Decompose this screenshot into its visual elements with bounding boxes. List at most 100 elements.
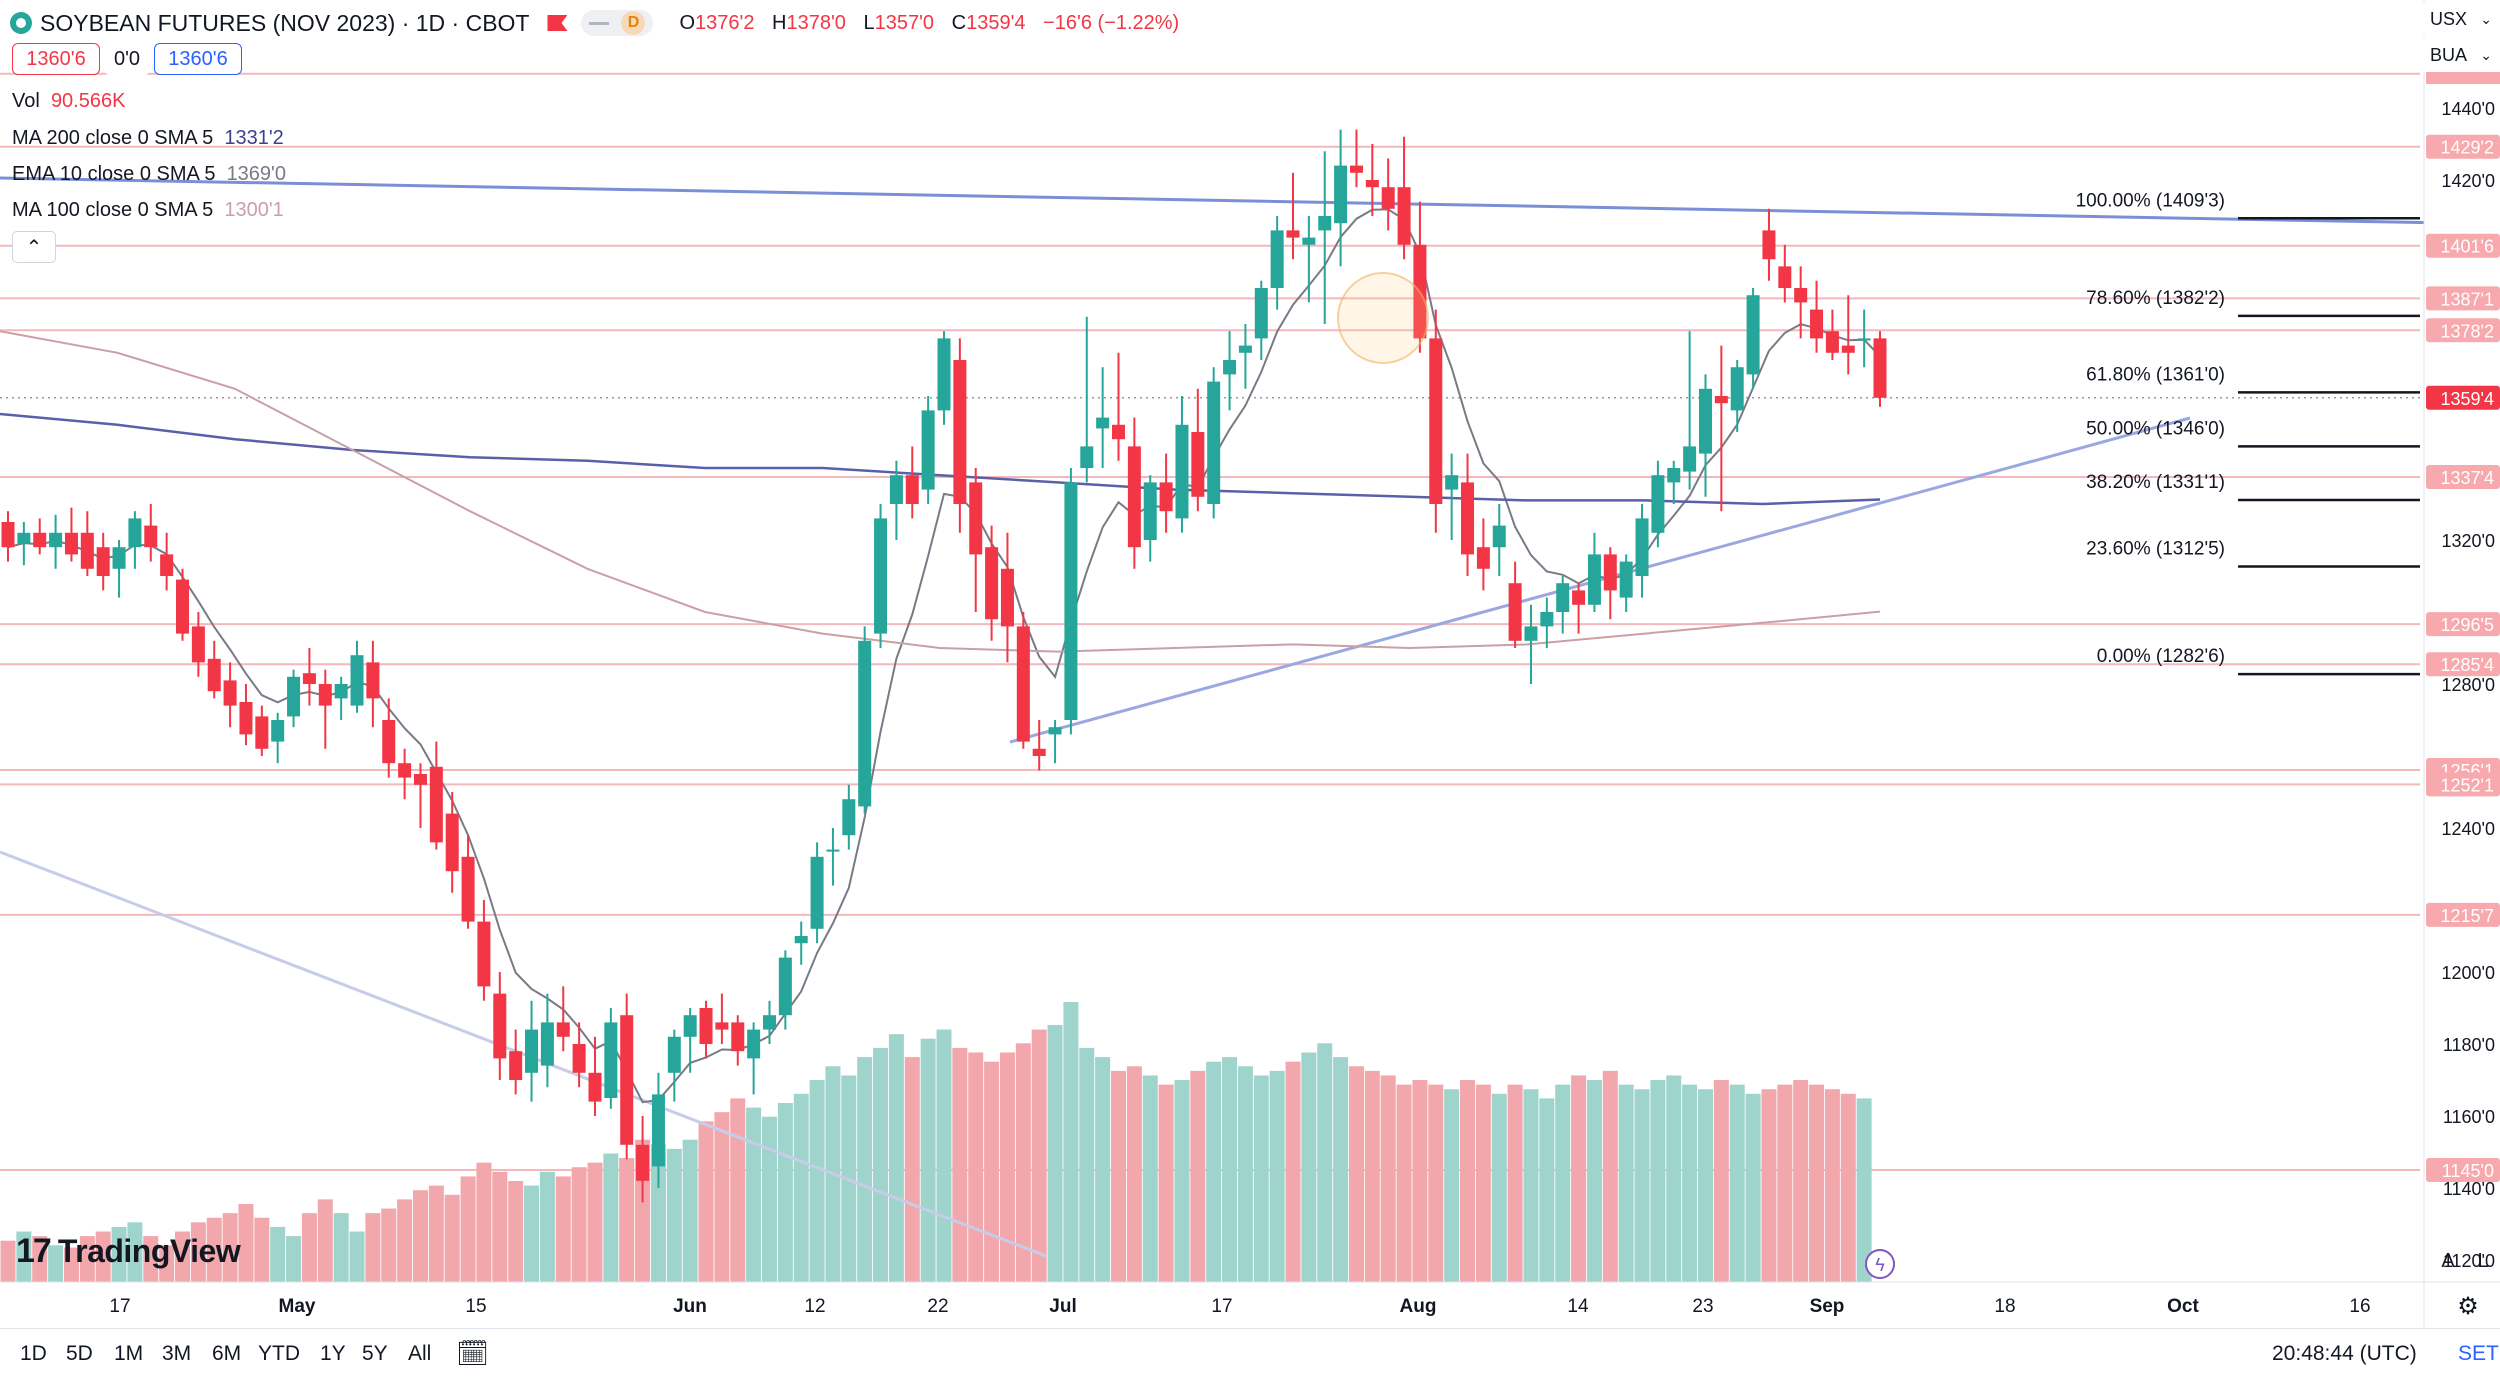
volume-bar (1777, 1084, 1793, 1282)
candle-body (1429, 338, 1443, 504)
indicator-ma200[interactable]: MA 200 close 0 SMA 5 1331'2 (12, 127, 284, 149)
candle-body (1445, 475, 1459, 490)
volume-bar (492, 1171, 508, 1282)
candle-body (80, 532, 94, 569)
symbol-title[interactable]: SOYBEAN FUTURES (NOV 2023) · 1D · CBOT (40, 9, 530, 36)
tradingview-logo[interactable]: 17 TradingView (16, 1232, 241, 1270)
volume-bar (539, 1171, 555, 1282)
volume-bar (143, 1236, 159, 1282)
volume-bar (1396, 1084, 1412, 1282)
volume-bar (920, 1038, 936, 1282)
close-value: 1359'4 (966, 11, 1026, 34)
timeframe-5d[interactable]: 5D (66, 1342, 93, 1365)
y-axis-tick: 1160'0 (2443, 1107, 2495, 1127)
candle-body (1270, 230, 1284, 288)
candle-body (271, 720, 285, 742)
volume-bar (79, 1236, 95, 1282)
timeframe-1y[interactable]: 1Y (320, 1342, 346, 1365)
candle-body (17, 532, 31, 544)
auto-scale-button[interactable]: A (2441, 1249, 2455, 1272)
volume-bar (317, 1199, 333, 1282)
candle-body (762, 1015, 776, 1030)
timeframe-1m[interactable]: 1M (114, 1342, 144, 1365)
candle-body (239, 702, 253, 735)
volume-bar (1840, 1093, 1856, 1282)
volume-bar (1174, 1080, 1190, 1282)
price-label-box (2426, 233, 2500, 258)
flag-icon[interactable] (547, 15, 568, 31)
volume-bar (32, 1236, 48, 1282)
volume-bar (222, 1213, 238, 1282)
volume-bar (1158, 1084, 1174, 1282)
timeframe-1d[interactable]: 1D (20, 1342, 47, 1365)
candle-body (1112, 424, 1126, 440)
candle-body (128, 518, 142, 548)
price-label: 1387'1 (2441, 289, 2495, 309)
bolt-icon: ϟ (1875, 1255, 1885, 1275)
settings-gear-icon[interactable]: ⚙ (2457, 1293, 2479, 1320)
candle-body (144, 525, 158, 548)
volume-value: 90.566K (50, 90, 126, 112)
candle-body (1143, 482, 1157, 540)
indicator-volume[interactable]: Vol 90.566K (12, 90, 126, 112)
y-axis-tick: 1440'0 (2442, 99, 2496, 119)
candle-body (191, 626, 205, 663)
high-value: 1378'0 (786, 11, 846, 34)
date-range-icon[interactable]: 🗓 (456, 1338, 490, 1368)
timeframe-3m[interactable]: 3M (162, 1342, 192, 1365)
candle-body (1254, 288, 1268, 339)
volume-bar (746, 1107, 762, 1282)
candle-body (1334, 165, 1348, 224)
price-label-box (2426, 902, 2500, 927)
volume-bar (714, 1112, 730, 1282)
candle-body (1381, 187, 1395, 209)
candle-body (636, 1144, 650, 1181)
indicator-ma100[interactable]: MA 100 close 0 SMA 5 1300'1 (12, 199, 284, 221)
unit-select[interactable]: BUA ⌄ (2422, 38, 2498, 72)
candle-body (1476, 547, 1490, 569)
candle-body (1000, 568, 1014, 627)
candle-body (1825, 331, 1839, 353)
candle-body (1810, 309, 1824, 339)
candle-body (588, 1072, 602, 1102)
candle-body (49, 532, 63, 548)
volume-bar (1809, 1084, 1825, 1282)
price-label-box (2426, 72, 2500, 84)
currency-select[interactable]: USX ⌄ (2422, 2, 2498, 36)
volume-bar (1602, 1070, 1618, 1282)
clock-time[interactable]: 20:48:44 (UTC) (2272, 1342, 2417, 1365)
candle-body (334, 684, 348, 699)
session-set-button[interactable]: SET (2458, 1342, 2499, 1365)
volume-bar (444, 1194, 460, 1282)
indicator-ema10[interactable]: EMA 10 close 0 SMA 5 1369'0 (12, 163, 286, 185)
candle-body (1572, 590, 1586, 605)
volume-bar (16, 1231, 32, 1282)
volume-bar (476, 1162, 492, 1282)
chevron-down-icon: ⌄ (2480, 46, 2492, 63)
open-value: 1376'2 (695, 11, 755, 34)
y-axis-tick: 1240'0 (2442, 819, 2496, 839)
candle-body (1, 522, 15, 548)
log-scale-button[interactable]: L (2477, 1249, 2489, 1272)
volume-bar (1237, 1066, 1253, 1282)
fib-level-label: 100.00% (1409'3) (2076, 190, 2225, 211)
data-status-pill[interactable]: D (581, 10, 654, 36)
volume-bar (761, 1116, 777, 1282)
timeframe-ytd[interactable]: YTD (258, 1342, 300, 1365)
candle-body (683, 1015, 697, 1037)
y-axis-tick: 1420'0 (2442, 171, 2496, 191)
timeframe-all[interactable]: All (408, 1342, 432, 1365)
collapse-legend-button[interactable]: ⌃ (12, 231, 56, 263)
sell-price-box[interactable]: 1360'6 (12, 43, 100, 75)
candle-body (366, 662, 380, 699)
volume-bar (1586, 1080, 1602, 1282)
timeframe-5y[interactable]: 5Y (362, 1342, 388, 1365)
buy-price-box[interactable]: 1360'6 (154, 43, 242, 75)
x-axis-tick: 23 (1692, 1296, 1713, 1317)
x-axis-tick: Jul (1049, 1296, 1076, 1317)
candle-body (382, 720, 396, 764)
volume-bar (175, 1231, 191, 1282)
timeframe-6m[interactable]: 6M (212, 1342, 242, 1365)
